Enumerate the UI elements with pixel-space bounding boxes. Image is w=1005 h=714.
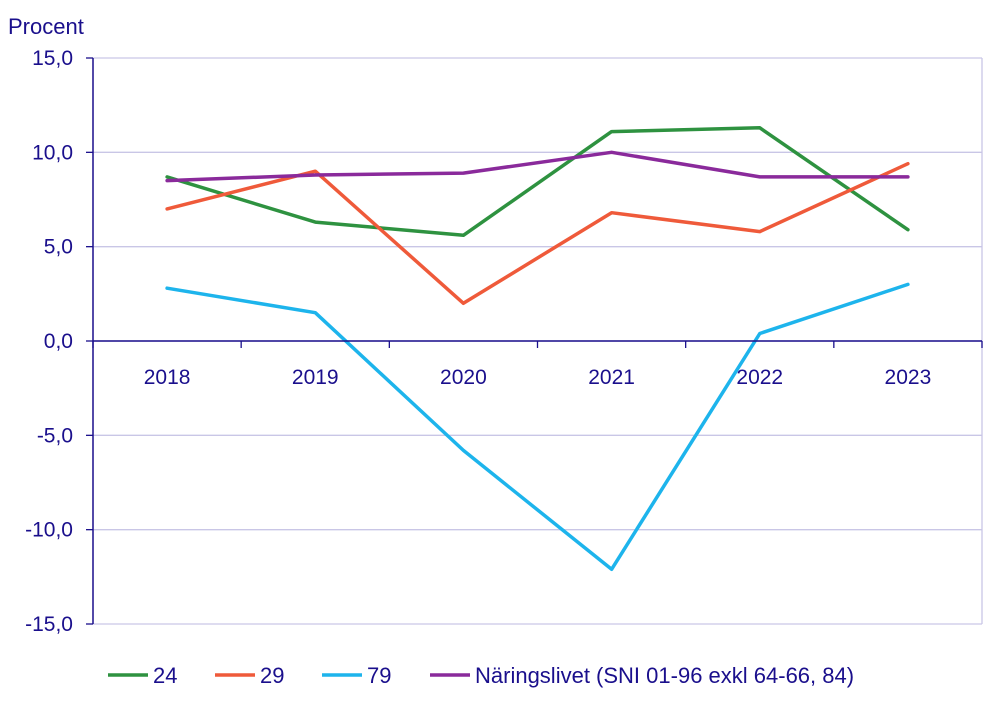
y-tick-label: 0,0 (44, 330, 73, 353)
x-tick-label: 2019 (292, 366, 339, 389)
x-tick-label: 2020 (440, 366, 487, 389)
series-line-24 (165, 126, 910, 238)
y-tick-label: 5,0 (44, 236, 73, 259)
axis-layer: 15,0 10,0 5,0 0,0 -5,0 -10,0 -15,0 2018 2019 2020… (25, 47, 983, 636)
legend-item: 24 (108, 663, 177, 688)
legend-label: 24 (153, 663, 177, 688)
x-tick-label: 2018 (144, 366, 191, 389)
legend-item: 79 (322, 663, 391, 688)
y-axis-unit-label: Procent (8, 14, 84, 39)
series-line-näringslivet (165, 150, 910, 183)
legend-label: 79 (367, 663, 391, 688)
y-tick-label: -10,0 (25, 519, 73, 542)
x-tick-label: 2022 (736, 366, 783, 389)
y-tick-label: -5,0 (37, 424, 73, 447)
x-tick-label: 2021 (588, 366, 635, 389)
y-tick-label: 15,0 (32, 47, 73, 70)
legend-label: 29 (260, 663, 284, 688)
legend-item: Näringslivet (SNI 01-96 exkl 64-66, 84) (430, 663, 854, 688)
x-tick-label: 2023 (885, 366, 932, 389)
legend: 24 29 79 Näringslivet (SNI 01-96 exkl 64-66… (108, 663, 854, 688)
legend-label: Näringslivet (SNI 01-96 exkl 64-66, 84) (475, 663, 854, 688)
series-line-79 (165, 282, 910, 572)
y-tick-label: 10,0 (32, 141, 73, 164)
y-tick-label: -15,0 (25, 613, 73, 636)
series-layer (165, 126, 910, 572)
legend-item: 29 (215, 663, 284, 688)
